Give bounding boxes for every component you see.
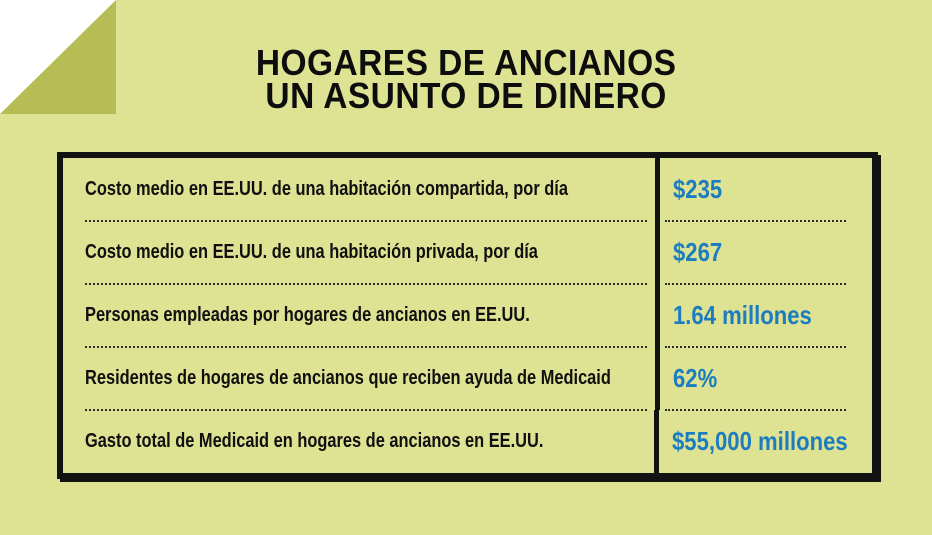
table-row: Personas empleadas por hogares de ancian… [63, 284, 872, 348]
stat-label-cell: Costo medio en EE.UU. de una habitación … [63, 158, 660, 222]
table-row: Costo medio en EE.UU. de una habitación … [63, 221, 872, 285]
page-title-text: HOGARES DE ANCIANOS UN ASUNTO DE DINERO [256, 45, 677, 114]
stat-value: $235 [673, 174, 723, 204]
stat-value-cell: 62% [660, 347, 872, 411]
stat-label: Costo medio en EE.UU. de una habitación … [85, 241, 538, 263]
stat-value-cell: $235 [660, 158, 872, 222]
stat-value: $55,000 millones [672, 426, 848, 456]
stat-label-cell: Costo medio en EE.UU. de una habitación … [63, 221, 660, 285]
stat-value: 1.64 millones [673, 300, 812, 330]
stats-table: Costo medio en EE.UU. de una habitación … [57, 152, 878, 479]
stat-value-cell: $55,000 millones [659, 410, 887, 473]
stat-label-cell: Gasto total de Medicaid en hogares de an… [63, 410, 660, 473]
stat-label-cell: Personas empleadas por hogares de ancian… [63, 284, 660, 348]
table-row: Residentes de hogares de ancianos que re… [63, 347, 872, 411]
table-row: Costo medio en EE.UU. de una habitación … [63, 158, 872, 222]
stat-value: 62% [673, 363, 718, 393]
stat-value-cell: $267 [660, 221, 872, 285]
stat-label: Personas empleadas por hogares de ancian… [85, 304, 530, 326]
page-title: HOGARES DE ANCIANOS UN ASUNTO DE DINERO [0, 45, 932, 114]
table-row: Gasto total de Medicaid en hogares de an… [63, 410, 872, 473]
stat-value-cell: 1.64 millones [660, 284, 872, 348]
title-line-1: HOGARES DE ANCIANOS [255, 42, 677, 83]
stat-value: $267 [673, 237, 723, 267]
stat-label: Residentes de hogares de ancianos que re… [85, 367, 611, 389]
stat-label: Costo medio en EE.UU. de una habitación … [85, 178, 568, 200]
title-line-2: UN ASUNTO DE DINERO [265, 75, 667, 116]
stat-label: Gasto total de Medicaid en hogares de an… [85, 430, 544, 452]
stat-label-cell: Residentes de hogares de ancianos que re… [63, 347, 660, 411]
